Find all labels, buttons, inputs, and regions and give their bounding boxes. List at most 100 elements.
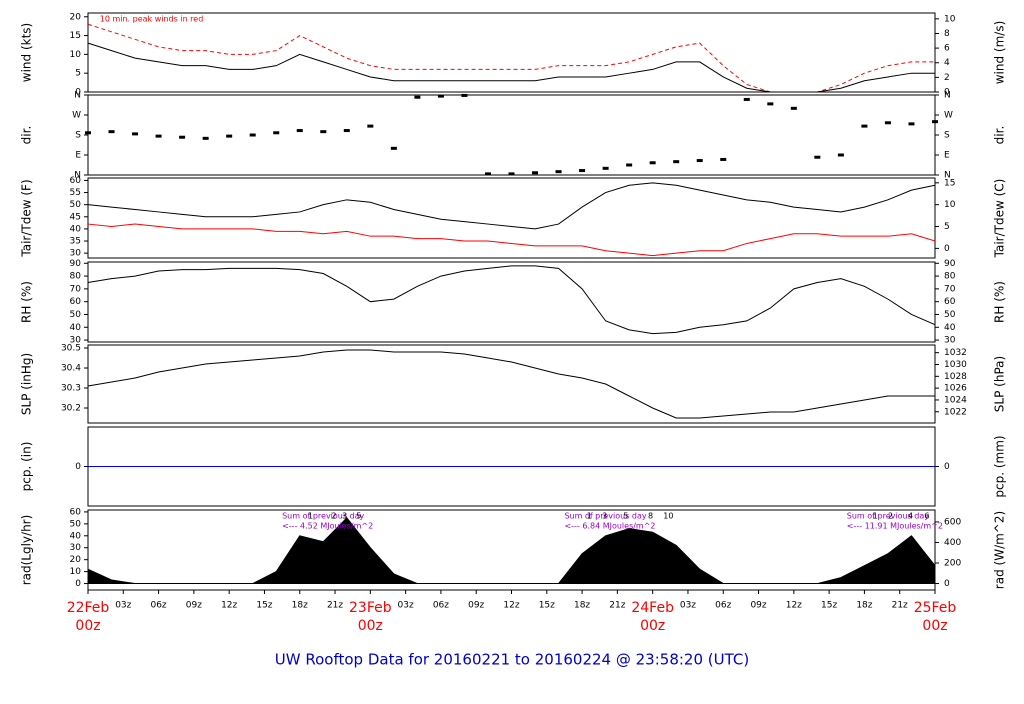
y2-tick-label: 400 [944, 538, 961, 548]
y-axis-label: rad(Lgly/hr) [20, 515, 34, 586]
data-point [649, 161, 656, 165]
y-tick-label: 10 [70, 50, 82, 60]
y-axis-label: SLP (inHg) [20, 353, 34, 415]
annotation: <--- 6.84 MJoules/m^2 [564, 522, 655, 531]
y2-tick-label: 0 [944, 579, 950, 589]
x-tick-label: 21z [327, 601, 343, 611]
y2-tick-label: E [944, 151, 950, 161]
y-tick-label: S [75, 131, 81, 141]
data-point [790, 106, 797, 110]
x-tick-label: 03z [680, 601, 696, 611]
panel-frame [87, 509, 936, 591]
y2-axis-label: rad (W/m^2) [993, 511, 1007, 589]
y2-tick-label: 30 [944, 336, 956, 346]
y-axis-label: RH (%) [20, 281, 34, 323]
y-tick-label: N [74, 91, 81, 101]
y2-tick-label: S [944, 131, 950, 141]
data-point [673, 160, 680, 164]
data-point [884, 121, 891, 125]
data-point [743, 97, 750, 101]
y-tick-label: 90 [70, 259, 82, 269]
data-line [87, 349, 935, 419]
y2-tick-label: N [944, 171, 951, 181]
y-tick-label: 30.3 [61, 384, 81, 394]
y-tick-label: 50 [70, 519, 82, 529]
y-tick-label: 60 [70, 507, 82, 517]
x-tick-label: 15z [821, 601, 837, 611]
y2-tick-label: 5 [944, 222, 950, 232]
data-point [861, 124, 868, 128]
y2-axis-label: RH (%) [993, 281, 1007, 323]
data-point [202, 136, 209, 140]
y-tick-label: 30 [70, 249, 82, 259]
data-point [155, 134, 162, 138]
data-point [273, 131, 280, 135]
panel-frame [87, 344, 936, 424]
data-point [226, 134, 233, 138]
y2-tick-label: 1028 [944, 372, 967, 382]
data-point [696, 159, 703, 163]
data-point [626, 163, 633, 167]
y2-tick-label: 90 [944, 259, 956, 269]
y2-tick-label: 1026 [944, 384, 967, 394]
data-point [249, 133, 256, 137]
annotation: 3 [342, 512, 347, 521]
data-point [508, 172, 515, 176]
data-point [579, 169, 586, 173]
annotation: Sum of previous day [282, 512, 364, 521]
y2-tick-label: 40 [944, 323, 956, 333]
annotation: Sum of previous day [847, 512, 929, 521]
y-tick-label: 20 [70, 555, 82, 565]
data-line [87, 42, 935, 93]
x-tick-label: 25Feb 00z [914, 600, 957, 634]
data-line [87, 182, 936, 230]
y2-tick-label: 6 [944, 44, 950, 54]
data-point [108, 130, 115, 134]
y-tick-label: 30 [70, 336, 82, 346]
data-point [837, 153, 844, 157]
annotation: 6 [924, 512, 929, 521]
data-point [908, 122, 915, 126]
panel-frame [87, 94, 936, 176]
annotation: 1 [308, 512, 313, 521]
panel-frame [87, 261, 936, 343]
data-line [87, 265, 936, 335]
y-axis-label: Tair/Tdew (F) [20, 179, 34, 257]
annotation: 2 [888, 512, 893, 521]
y-tick-label: 30.4 [61, 364, 81, 374]
panel-frame [87, 177, 936, 259]
y2-axis-label: Tair/Tdew (C) [993, 179, 1007, 259]
y2-axis-label: dir. [993, 126, 1007, 145]
y-tick-label: N [74, 171, 81, 181]
y-tick-label: 50 [70, 310, 82, 320]
annotation: 1 [873, 512, 878, 521]
y-axis-label: wind (kts) [20, 23, 34, 82]
y-tick-label: 60 [70, 297, 82, 307]
data-point [767, 102, 774, 106]
x-tick-label: 03z [398, 601, 414, 611]
annotation: 1 [587, 512, 592, 521]
y2-tick-label: 1032 [944, 348, 967, 358]
y-tick-label: 45 [70, 212, 81, 222]
y2-tick-label: N [944, 91, 951, 101]
y-axis-label: pcp. (in) [20, 442, 34, 492]
data-point [132, 132, 139, 136]
x-tick-label: 23Feb 00z [349, 600, 392, 634]
panel-frame [87, 12, 936, 93]
annotation: 10 min. peak winds in red [100, 15, 204, 24]
y2-tick-label: 1022 [944, 407, 967, 417]
y2-tick-label: 1024 [944, 395, 967, 405]
y2-tick-label: 1030 [944, 360, 967, 370]
y-tick-label: 40 [70, 224, 82, 234]
data-point [532, 171, 539, 175]
y2-axis-label: pcp. (mm) [993, 435, 1007, 497]
data-point [85, 131, 91, 135]
x-tick-label: 18z [292, 601, 308, 611]
data-point [484, 172, 491, 176]
y2-tick-label: 0 [944, 88, 950, 98]
y2-tick-label: 15 [944, 178, 955, 188]
data-point [343, 129, 350, 133]
data-point [602, 166, 609, 170]
x-tick-label: 06z [433, 601, 449, 611]
